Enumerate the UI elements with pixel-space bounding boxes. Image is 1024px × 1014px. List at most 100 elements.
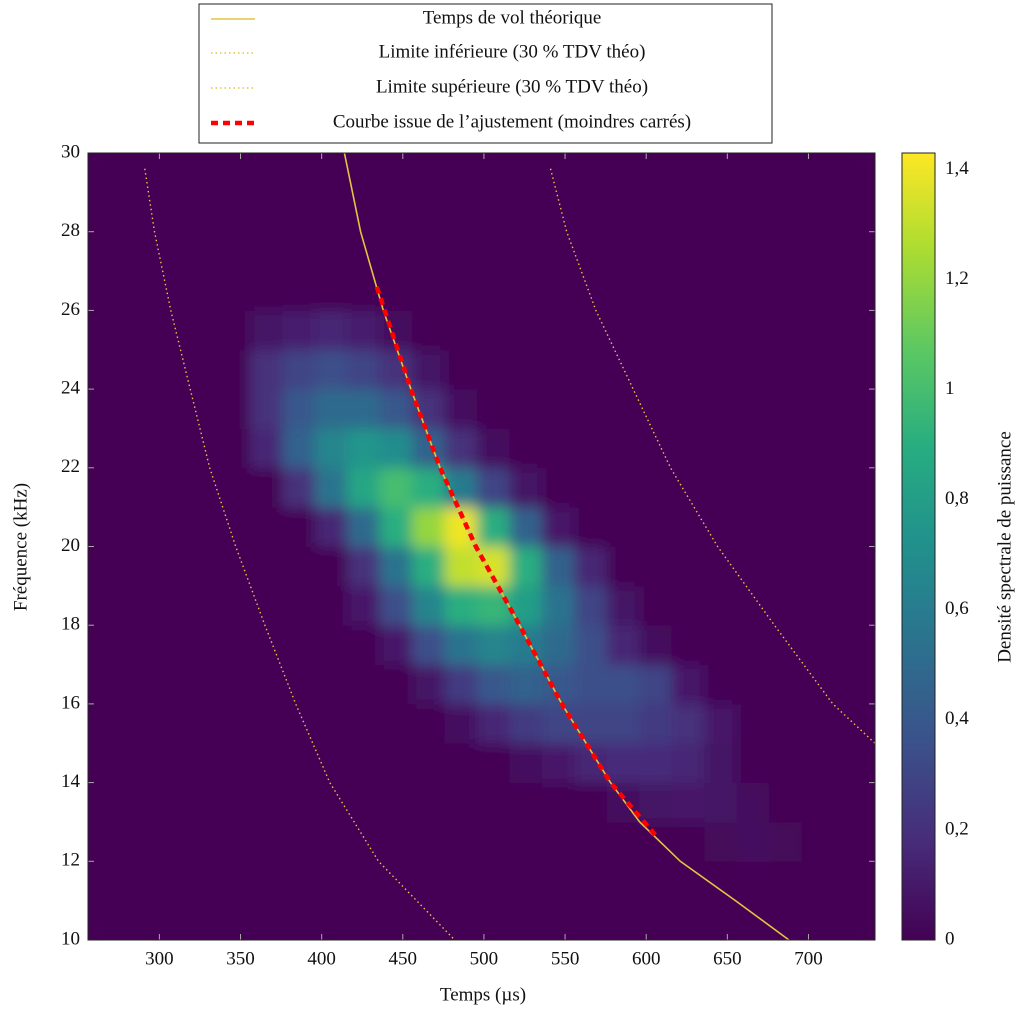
heat-cell	[541, 231, 576, 272]
heat-cell	[184, 624, 219, 666]
heat-cell	[184, 427, 219, 469]
heat-cell	[509, 153, 543, 193]
heat-cell	[671, 742, 706, 784]
heat-cell	[541, 427, 576, 469]
x-tick-label: 550	[551, 948, 580, 969]
heat-cell	[412, 231, 446, 272]
heat-cell	[606, 860, 641, 902]
heat-cell	[444, 153, 478, 193]
heat-cell	[412, 388, 446, 429]
heat-cell	[217, 191, 251, 233]
heat-cell	[704, 664, 738, 705]
heat-cell	[833, 231, 875, 272]
heat-cell	[217, 624, 251, 666]
colorbar	[901, 152, 936, 941]
heat-cell	[119, 585, 154, 626]
heat-cell	[476, 585, 511, 626]
heat-cell	[769, 427, 803, 469]
heat-cell	[249, 388, 284, 429]
y-axis-label: Fréquence (kHz)	[10, 483, 31, 611]
y-tick-label: 10	[61, 928, 80, 949]
y-tick-label: 28	[61, 220, 80, 241]
heat-cell	[444, 624, 478, 666]
heat-cell	[282, 349, 316, 390]
heat-cell	[476, 309, 511, 351]
heat-cell	[509, 506, 543, 547]
heat-cell	[671, 900, 706, 940]
heat-cell	[541, 191, 576, 233]
heat-cell	[476, 703, 511, 744]
heat-cell	[476, 506, 511, 547]
heat-cell	[509, 467, 543, 508]
heat-cell	[801, 585, 835, 626]
heat-cell	[476, 624, 511, 666]
heat-cell	[476, 153, 511, 193]
heat-cell	[639, 703, 673, 744]
heat-cell	[379, 467, 414, 508]
heat-cell	[704, 821, 738, 862]
heat-cell	[379, 546, 414, 587]
heat-cell	[606, 624, 641, 666]
heat-cell	[801, 231, 835, 272]
heat-cell	[833, 467, 875, 508]
heat-cell	[606, 821, 641, 862]
heat-cell	[152, 506, 186, 547]
heat-cell	[184, 153, 219, 193]
heat-cell	[736, 467, 771, 508]
x-tick-label: 650	[713, 948, 742, 969]
heat-cell	[119, 821, 154, 862]
heat-cell	[184, 309, 219, 351]
heat-cell	[152, 821, 186, 862]
heat-cell	[184, 231, 219, 272]
y-tick-label: 20	[61, 535, 80, 556]
legend-label: Limite supérieure (30 % TDV théo)	[376, 76, 648, 97]
heat-cell	[801, 821, 835, 862]
heat-cell	[249, 900, 284, 940]
heat-cell	[119, 860, 154, 902]
heat-cell	[88, 782, 121, 823]
heat-cell	[412, 860, 446, 902]
heat-cell	[249, 270, 284, 311]
heat-cell	[736, 900, 771, 940]
heat-cell	[509, 388, 543, 429]
heat-cell	[541, 506, 576, 547]
heat-cell	[314, 821, 349, 862]
heat-cell	[833, 742, 875, 784]
heat-cell	[88, 153, 121, 193]
colorbar-tick-label: 1,2	[945, 268, 969, 289]
heat-cell	[704, 900, 738, 940]
heat-cell	[217, 231, 251, 272]
y-tick-label: 30	[61, 141, 80, 162]
heat-cell	[476, 231, 511, 272]
legend-label: Limite inférieure (30 % TDV théo)	[379, 41, 646, 62]
heat-cell	[412, 742, 446, 784]
heat-cell	[347, 349, 381, 390]
heat-cell	[671, 427, 706, 469]
heat-cell	[769, 349, 803, 390]
heat-cell	[769, 860, 803, 902]
heat-cell	[152, 585, 186, 626]
heat-cell	[88, 506, 121, 547]
y-tick-label: 14	[61, 771, 81, 792]
heat-cell	[606, 309, 641, 351]
heat-cell	[88, 270, 121, 311]
heat-cell	[347, 231, 381, 272]
heat-cell	[476, 664, 511, 705]
heat-cell	[119, 506, 154, 547]
heat-cell	[801, 388, 835, 429]
heat-cell	[444, 467, 478, 508]
heat-cell	[671, 821, 706, 862]
heat-cell	[606, 506, 641, 547]
heat-cell	[606, 900, 641, 940]
heat-cell	[249, 191, 284, 233]
heat-cell	[639, 309, 673, 351]
heat-cell	[217, 349, 251, 390]
heat-cell	[606, 349, 641, 390]
heat-cell	[217, 153, 251, 193]
heat-cell	[379, 900, 414, 940]
heat-cell	[379, 585, 414, 626]
heat-cell	[704, 153, 738, 193]
heat-cell	[119, 427, 154, 469]
heat-cell	[541, 860, 576, 902]
